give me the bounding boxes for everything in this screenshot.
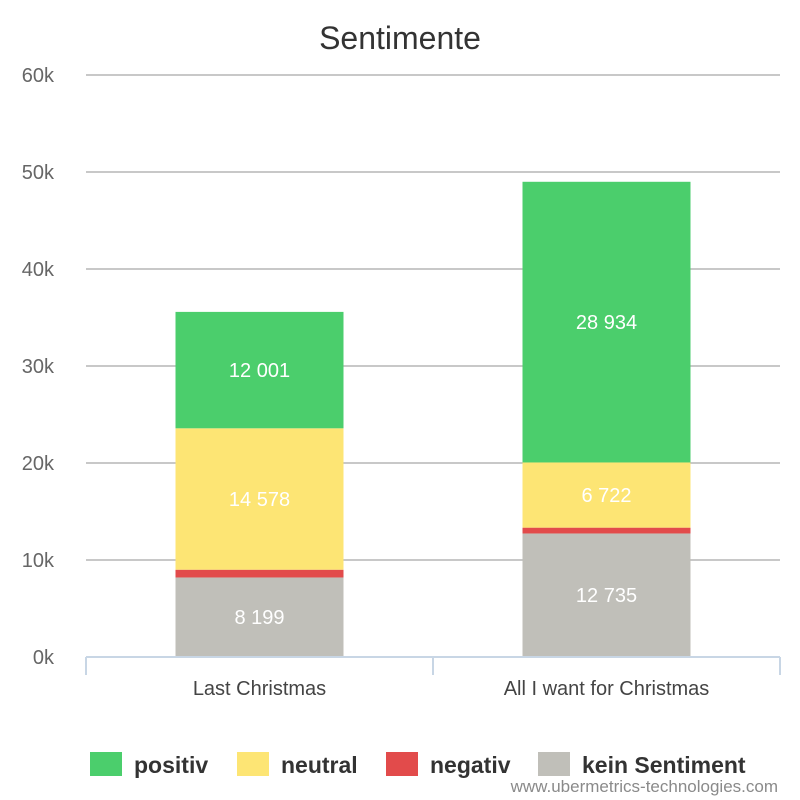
bar-segment xyxy=(175,311,344,429)
bar-segment xyxy=(175,428,344,570)
legend-swatch xyxy=(538,752,570,776)
y-tick-label: 10k xyxy=(22,550,55,572)
legend-label: negativ xyxy=(430,752,511,778)
legend-swatch xyxy=(237,752,269,776)
legend-swatch xyxy=(90,752,122,776)
legend-label: positiv xyxy=(134,752,208,778)
bars: 8 199 14 578 12 001 12 735 6 722 28 934 xyxy=(175,181,691,657)
data-label: 28 934 xyxy=(576,312,637,334)
bar-segment xyxy=(175,577,344,657)
chart-title: Sentimente xyxy=(319,20,481,56)
legend-label: neutral xyxy=(281,752,358,778)
data-label: 6 722 xyxy=(581,485,631,507)
legend-label: kein Sentiment xyxy=(582,752,746,778)
bar-segment xyxy=(522,533,691,657)
data-label: 12 001 xyxy=(229,360,290,382)
data-label: 14 578 xyxy=(229,489,290,511)
x-tick-label: Last Christmas xyxy=(193,678,326,700)
x-axis: Last Christmas All I want for Christmas xyxy=(85,656,781,700)
y-tick-label: 50k xyxy=(22,162,55,184)
data-label: 12 735 xyxy=(576,585,637,607)
y-tick-label: 0k xyxy=(33,647,55,669)
bar-segment xyxy=(522,527,691,534)
x-tick-label: All I want for Christmas xyxy=(504,678,710,700)
y-axis: 0k 10k 20k 30k 40k 50k 60k xyxy=(22,65,55,669)
legend-swatch xyxy=(386,752,418,776)
bar-segment xyxy=(175,569,344,578)
credit-text: www.ubermetrics-technologies.com xyxy=(510,777,778,796)
legend: positiv neutral negativ kein Sentiment xyxy=(90,752,746,778)
data-label: 8 199 xyxy=(234,607,284,629)
bar-segment xyxy=(522,181,691,463)
y-tick-label: 30k xyxy=(22,356,55,378)
y-tick-label: 60k xyxy=(22,65,55,87)
bar-segment xyxy=(522,462,691,528)
y-tick-label: 20k xyxy=(22,453,55,475)
y-tick-label: 40k xyxy=(22,259,55,281)
